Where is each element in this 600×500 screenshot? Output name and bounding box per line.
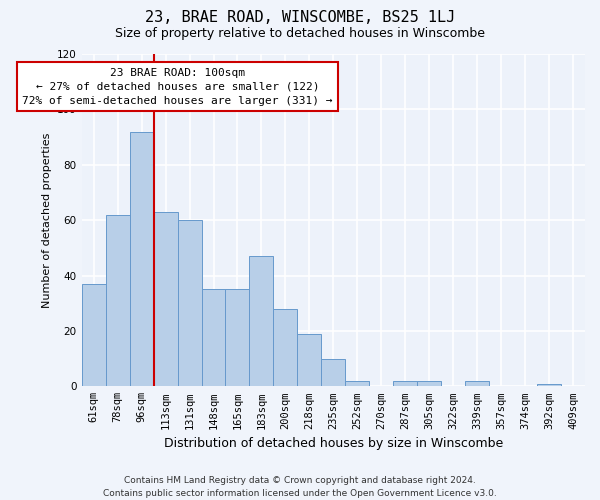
Bar: [82, 284, 106, 386]
Bar: [274, 309, 298, 386]
Text: Size of property relative to detached houses in Winscombe: Size of property relative to detached ho…: [115, 28, 485, 40]
Bar: [465, 381, 489, 386]
Text: 23, BRAE ROAD, WINSCOMBE, BS25 1LJ: 23, BRAE ROAD, WINSCOMBE, BS25 1LJ: [145, 10, 455, 25]
X-axis label: Distribution of detached houses by size in Winscombe: Distribution of detached houses by size …: [164, 437, 503, 450]
Text: Contains HM Land Registry data © Crown copyright and database right 2024.
Contai: Contains HM Land Registry data © Crown c…: [103, 476, 497, 498]
Bar: [106, 214, 130, 386]
Bar: [298, 334, 322, 386]
Bar: [393, 381, 417, 386]
Bar: [537, 384, 561, 386]
Bar: [417, 381, 441, 386]
Y-axis label: Number of detached properties: Number of detached properties: [41, 132, 52, 308]
Text: 23 BRAE ROAD: 100sqm
← 27% of detached houses are smaller (122)
72% of semi-deta: 23 BRAE ROAD: 100sqm ← 27% of detached h…: [22, 68, 333, 106]
Bar: [130, 132, 154, 386]
Bar: [250, 256, 274, 386]
Bar: [226, 290, 250, 386]
Bar: [322, 358, 346, 386]
Bar: [346, 381, 369, 386]
Bar: [154, 212, 178, 386]
Bar: [202, 290, 226, 386]
Bar: [178, 220, 202, 386]
